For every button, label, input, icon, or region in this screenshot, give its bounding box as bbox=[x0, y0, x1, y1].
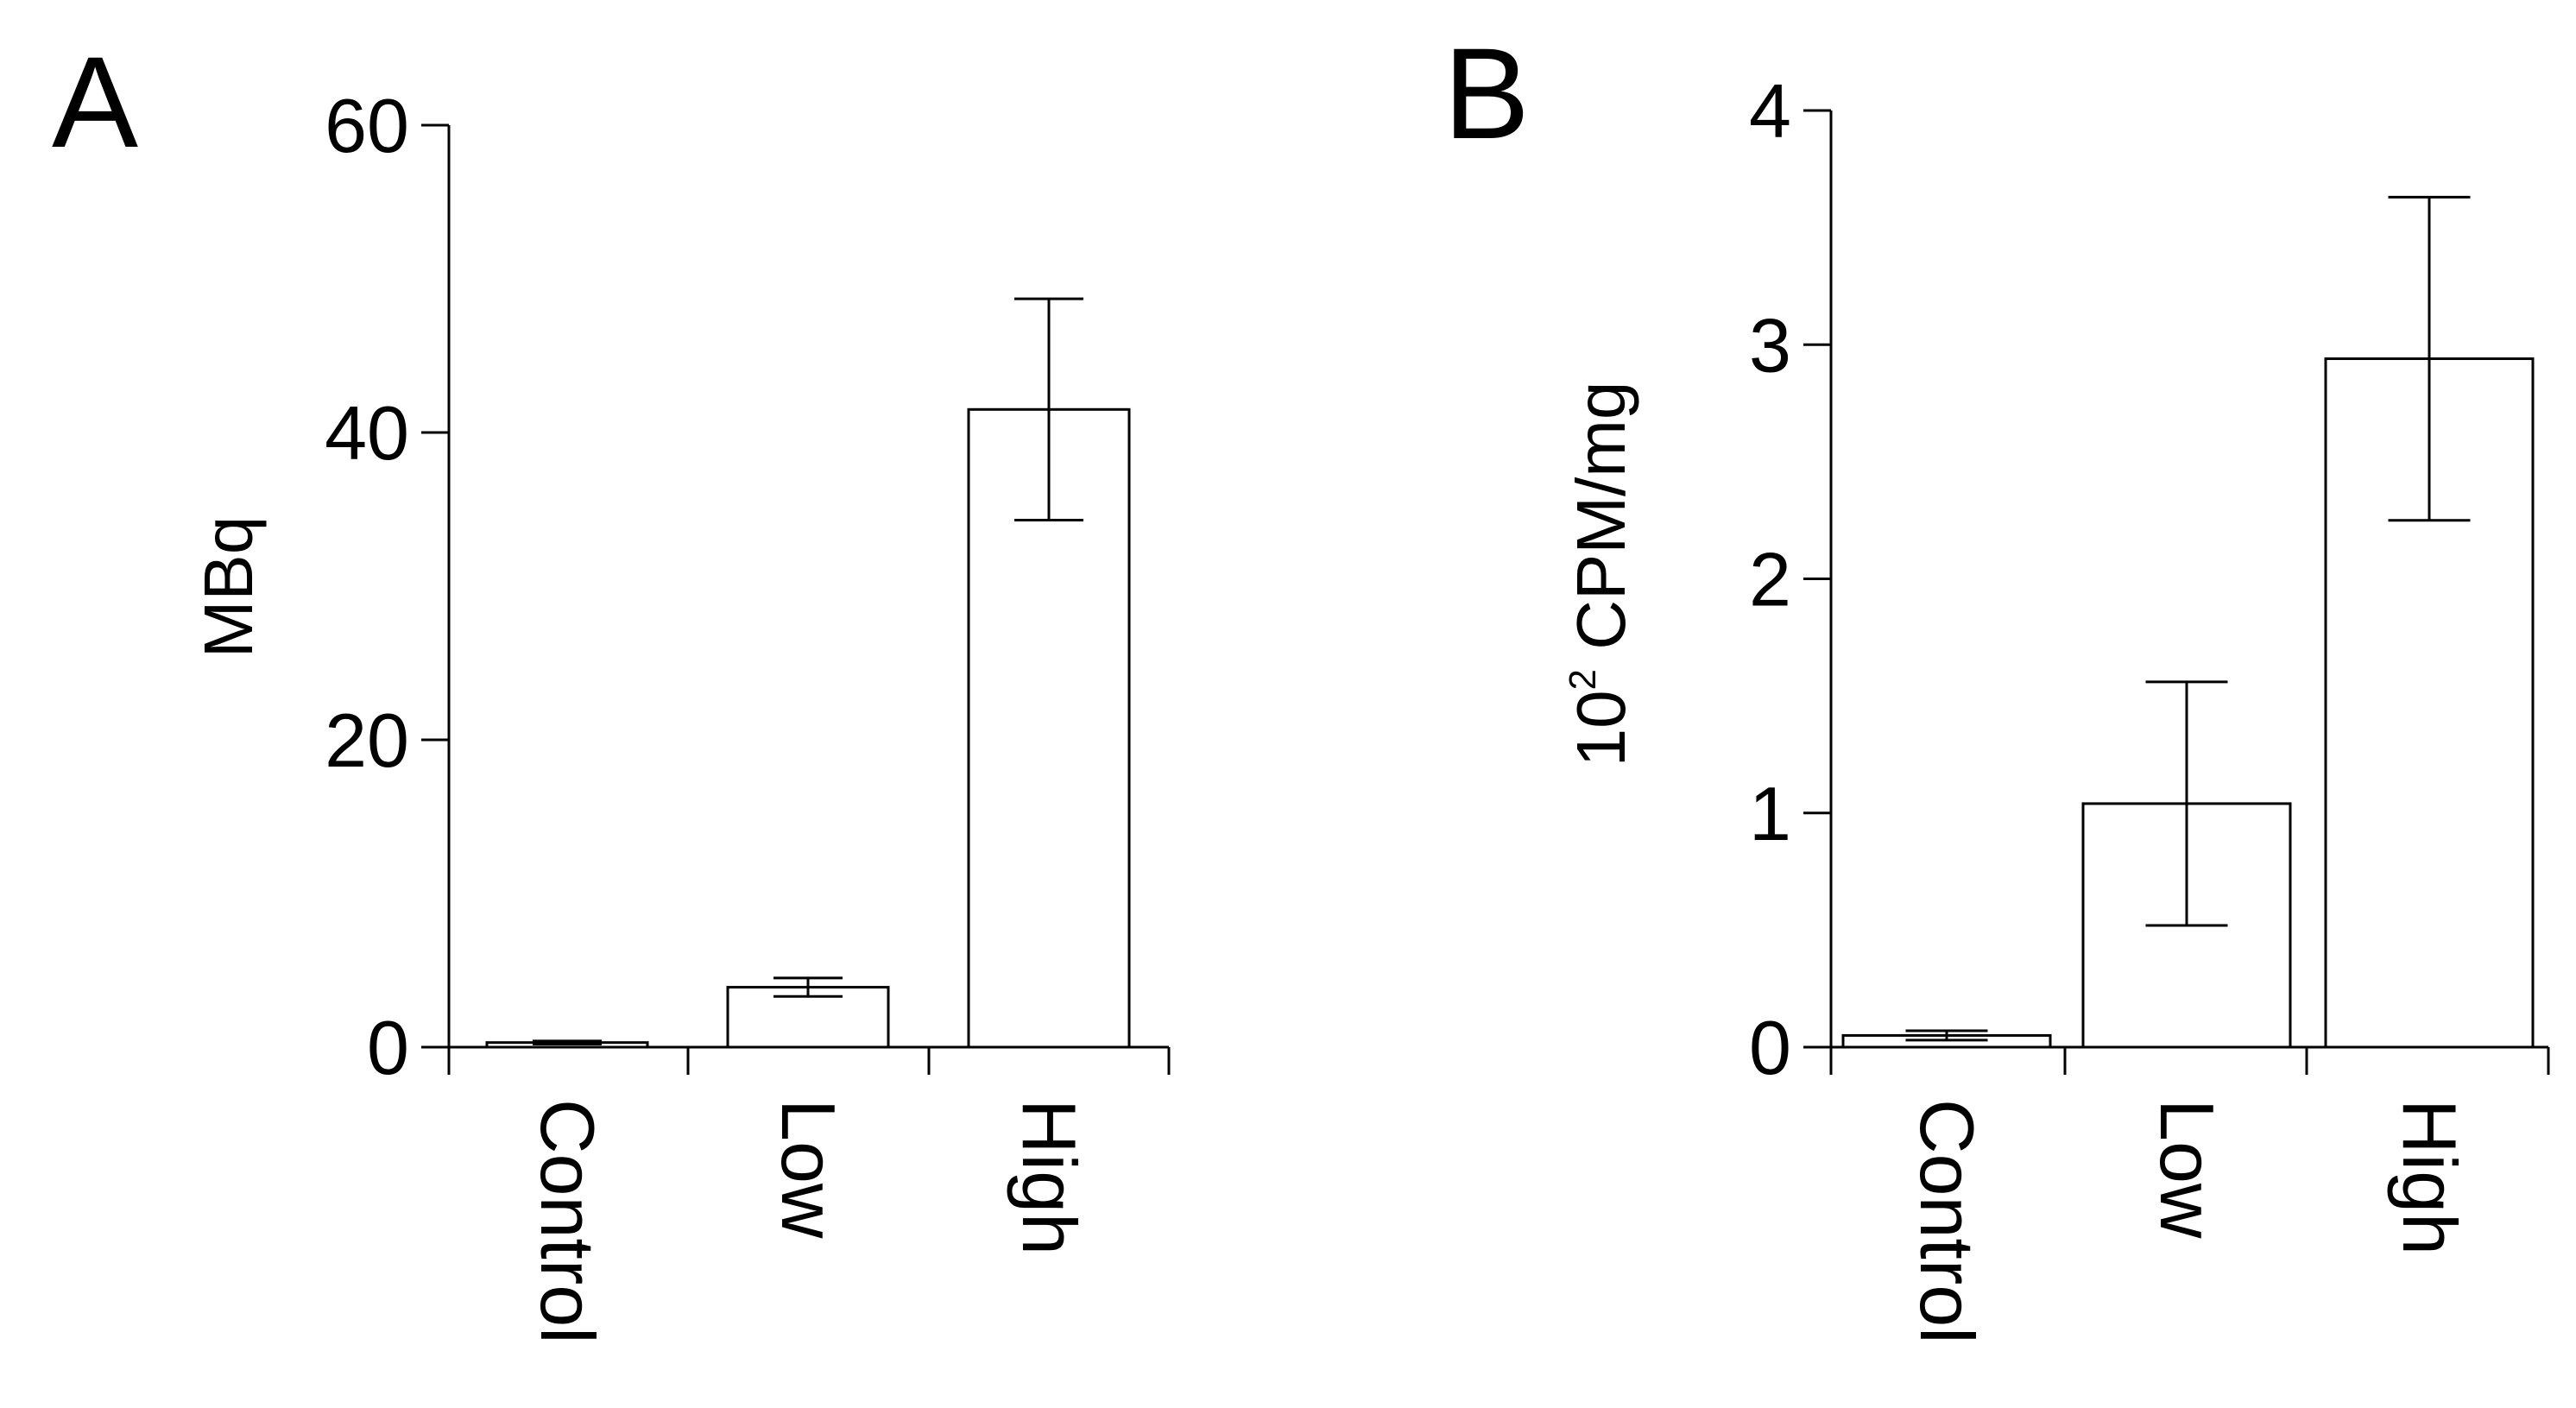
error-bar-low bbox=[2145, 680, 2228, 927]
category-label-control: Control bbox=[1904, 1099, 1990, 1344]
y-tick-label: 0 bbox=[1749, 1005, 1791, 1090]
y-tick-label: 20 bbox=[325, 698, 409, 783]
category-label-low: Low bbox=[766, 1099, 851, 1239]
y-tick-label: 1 bbox=[1749, 771, 1791, 856]
panel-a-y-ticks: 0 20 40 60 bbox=[325, 83, 449, 1090]
category-label-high: High bbox=[1007, 1099, 1092, 1255]
panel-b-y-ticks: 0 1 2 3 4 bbox=[1749, 68, 1831, 1090]
panel-b-axes bbox=[1829, 110, 2550, 1075]
error-bar-low bbox=[773, 976, 843, 998]
panel-a-category-labels: Control Low High bbox=[525, 1099, 1092, 1344]
error-bar-control bbox=[1905, 1029, 1988, 1042]
y-tick-label: 3 bbox=[1749, 302, 1791, 388]
panel-b-bars bbox=[1841, 195, 2535, 1049]
panel-a-letter: A bbox=[52, 29, 138, 174]
category-label-low: Low bbox=[2144, 1099, 2230, 1239]
error-bar-high bbox=[2388, 195, 2471, 522]
panel-b-category-labels: Control Low High bbox=[1904, 1099, 2472, 1344]
error-bar-control bbox=[533, 1039, 602, 1045]
category-label-high: High bbox=[2387, 1099, 2472, 1255]
y-tick-label: 40 bbox=[325, 390, 409, 476]
panel-a-bars bbox=[485, 297, 1131, 1049]
panel-a-y-axis-title: MBq bbox=[190, 516, 267, 659]
error-bar-high bbox=[1014, 297, 1083, 521]
panel-a-axes bbox=[447, 125, 1171, 1075]
y-tick-label: 2 bbox=[1749, 537, 1791, 622]
panel-b-letter: B bbox=[1443, 21, 1530, 166]
panel-b: B 102 CPM/mg 0 1 2 3 4 Control Low High bbox=[1443, 21, 2550, 1344]
y-tick-label: 60 bbox=[325, 83, 409, 168]
y-tick-label: 0 bbox=[367, 1005, 409, 1090]
panel-a: A MBq 0 20 40 60 Control Low High bbox=[52, 29, 1171, 1344]
y-tick-label: 4 bbox=[1749, 68, 1791, 154]
panel-b-y-axis-title: 102 CPM/mg bbox=[1562, 382, 1639, 767]
category-label-control: Control bbox=[525, 1099, 610, 1344]
